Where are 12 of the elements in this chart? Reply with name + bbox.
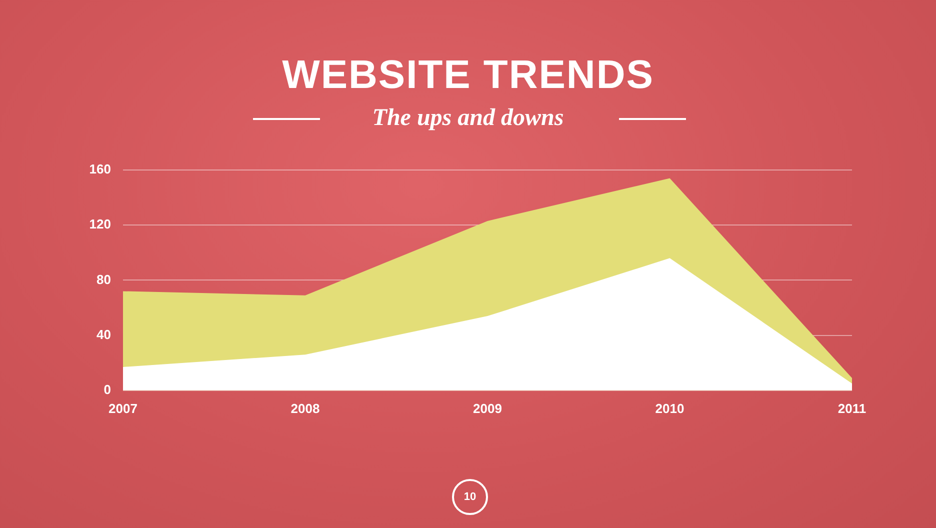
- x-tick-label: 2011: [838, 400, 866, 416]
- y-tick-label: 120: [89, 216, 111, 232]
- y-tick-label: 40: [96, 326, 111, 342]
- y-tick-label: 160: [89, 162, 111, 177]
- x-tick-label: 2007: [108, 400, 138, 416]
- x-tick-label: 2009: [473, 400, 502, 416]
- y-tick-label: 80: [96, 272, 111, 287]
- x-tick-label: 2008: [290, 400, 320, 416]
- y-tick-label: 0: [104, 382, 111, 397]
- chart-subtitle: The ups and downs: [371, 104, 565, 132]
- chart-title: WEBSITE TRENDS: [281, 52, 655, 98]
- x-tick-label: 2010: [655, 400, 684, 416]
